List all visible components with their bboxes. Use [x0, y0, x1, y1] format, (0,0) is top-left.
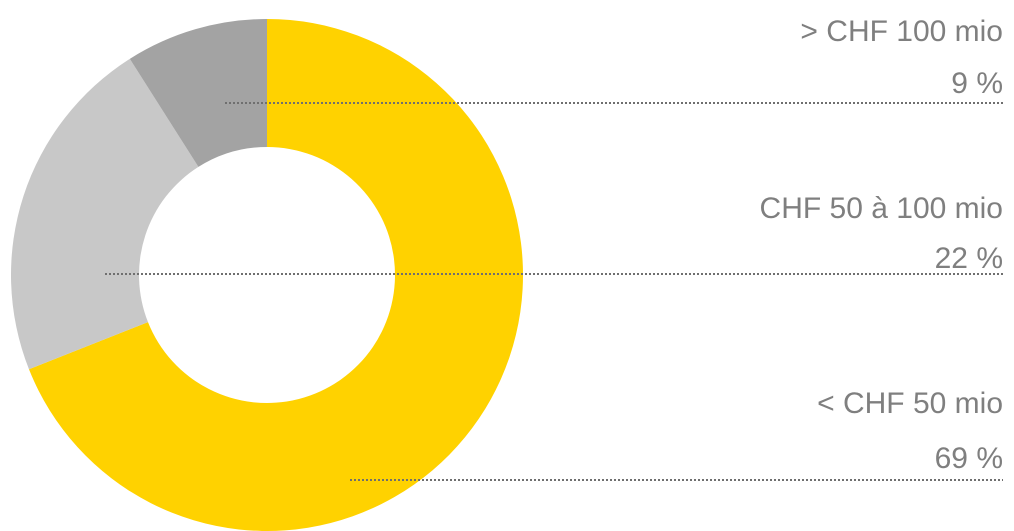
value-label: 9 %: [951, 67, 1003, 100]
donut-segment: [129, 19, 267, 167]
donut-segment: [28, 19, 523, 531]
category-label: < CHF 50 mio: [817, 387, 1003, 420]
value-label: 69 %: [935, 442, 1003, 475]
value-label: 22 %: [935, 242, 1003, 275]
donut-segment: [10, 58, 199, 370]
category-label: CHF 50 à 100 mio: [760, 192, 1003, 225]
category-label: > CHF 100 mio: [800, 15, 1003, 48]
